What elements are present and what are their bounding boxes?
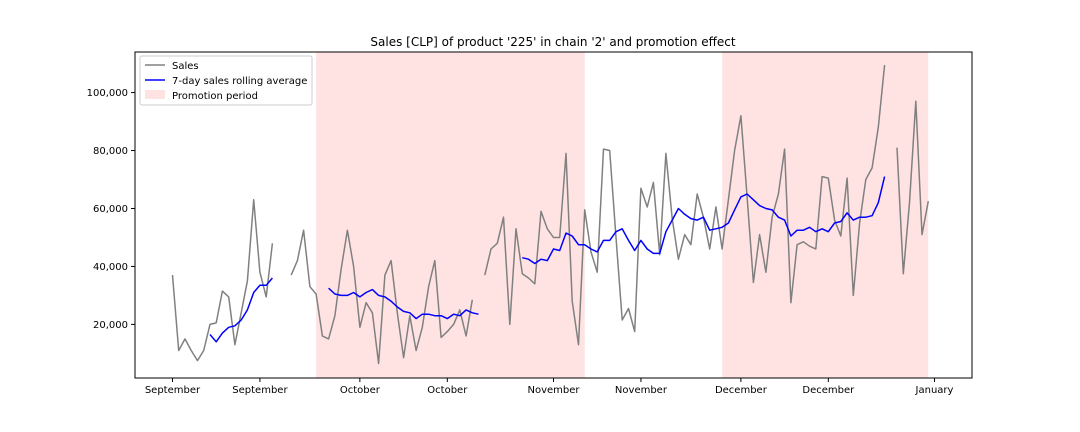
legend-label-sales: Sales bbox=[172, 61, 199, 72]
sales-line bbox=[171, 199, 274, 362]
sales-line bbox=[484, 64, 886, 346]
x-tick-label: October bbox=[427, 385, 468, 396]
x-tick-label: September bbox=[232, 385, 288, 396]
chart-title: Sales [CLP] of product '225' in chain '2… bbox=[370, 35, 735, 49]
y-tick-label: 100,000 bbox=[87, 88, 128, 99]
series-lines bbox=[171, 64, 930, 365]
y-tick-label: 80,000 bbox=[93, 146, 128, 157]
rolling-average-line bbox=[209, 277, 273, 343]
x-tick-label: December bbox=[715, 385, 768, 396]
legend-label-promotion: Promotion period bbox=[172, 91, 258, 102]
x-tick-label: November bbox=[615, 385, 668, 396]
sales-line bbox=[290, 229, 474, 365]
legend-label-rolling-average: 7-day sales rolling average bbox=[172, 76, 307, 87]
x-tick-label: January bbox=[915, 385, 954, 396]
promotion-period-band bbox=[722, 52, 929, 378]
y-axis: 20,000 40,000 60,000 80,000 100,000 bbox=[87, 88, 135, 331]
x-tick-label: October bbox=[340, 385, 381, 396]
y-tick-label: 40,000 bbox=[93, 262, 128, 273]
rolling-average-line bbox=[328, 287, 479, 320]
legend-box bbox=[139, 55, 313, 106]
x-axis: September September October October November… bbox=[145, 378, 954, 396]
x-tick-label: November bbox=[527, 385, 580, 396]
y-tick-label: 20,000 bbox=[93, 320, 128, 331]
x-tick-label: December bbox=[802, 385, 855, 396]
y-tick-label: 60,000 bbox=[93, 204, 128, 215]
sales-line bbox=[896, 100, 930, 275]
legend: Sales 7-day sales rolling average Promot… bbox=[139, 55, 313, 106]
legend-swatch-promotion bbox=[145, 90, 165, 99]
rolling-average-line bbox=[522, 176, 886, 265]
x-tick-label: September bbox=[145, 385, 201, 396]
